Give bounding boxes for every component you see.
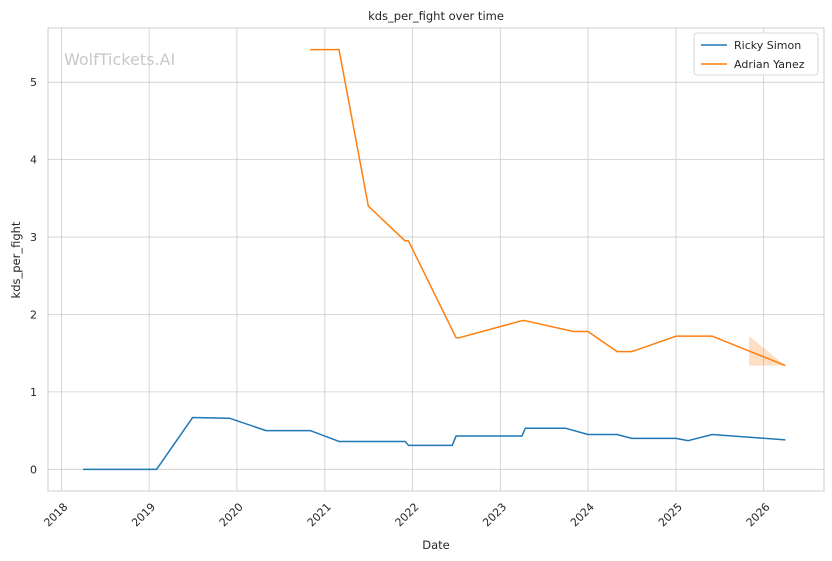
x-tick-2018: 2018 [41,500,70,529]
y-axis-label: kds_per_fight [9,221,23,298]
x-tick-2019: 2019 [129,500,158,529]
confidence-bands [749,336,786,366]
legend-label-adrian-yanez: Adrian Yanez [734,58,805,71]
watermark: WolfTickets.AI [64,50,175,69]
x-tick-2022: 2022 [393,500,422,529]
band-adrian-yanez [749,336,786,366]
chart-title: kds_per_fight over time [368,9,504,23]
x-tick-2021: 2021 [305,500,334,529]
y-tick-3: 3 [30,231,37,244]
y-tick-0: 0 [30,463,37,476]
x-tick-2025: 2025 [656,500,685,529]
y-tick-4: 4 [30,154,37,167]
y-tick-1: 1 [30,386,37,399]
legend-label-ricky-simon: Ricky Simon [734,39,801,52]
plot-frame [47,27,825,492]
grid [48,28,824,491]
series-line-ricky-simon [83,416,786,471]
x-tick-2020: 2020 [217,500,246,529]
y-tick-5: 5 [30,76,37,89]
y-tick-labels: 0 1 2 3 4 5 [30,76,37,476]
x-tick-2024: 2024 [568,500,597,529]
x-tick-2023: 2023 [480,500,509,529]
y-tick-2: 2 [30,308,37,321]
x-tick-labels: 2018 2019 2020 2021 2022 2023 2024 2025 2026 [41,500,772,529]
series-lines [83,48,786,471]
x-tick-2026: 2026 [744,500,773,529]
legend: Ricky Simon Adrian Yanez [693,32,819,76]
x-axis-label: Date [422,538,450,552]
series-line-adrian-yanez [310,48,786,367]
